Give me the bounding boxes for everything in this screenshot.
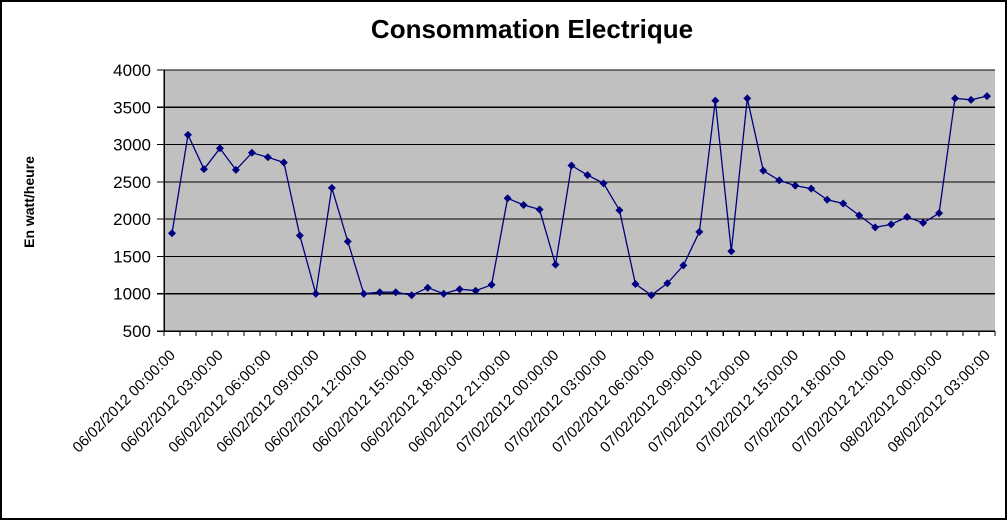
data-point	[503, 194, 512, 203]
data-point	[535, 205, 544, 214]
data-point	[631, 280, 640, 289]
y-axis-tick-label: 500	[123, 322, 151, 341]
chart-title: Consommation Electrique	[370, 14, 694, 44]
data-point	[343, 237, 352, 246]
data-point	[823, 195, 832, 204]
data-point	[695, 227, 704, 236]
data-point	[407, 291, 416, 300]
y-axis-tick-label: 3000	[113, 136, 151, 155]
data-point	[519, 200, 528, 209]
data-point	[775, 176, 784, 185]
data-point	[871, 223, 880, 232]
data-point	[935, 209, 944, 218]
data-point	[295, 231, 304, 240]
data-point	[711, 96, 720, 105]
data-point	[679, 261, 688, 270]
data-point	[967, 95, 976, 104]
plot-background	[164, 70, 995, 331]
data-point	[375, 288, 384, 297]
data-point	[583, 171, 592, 180]
data-point	[471, 286, 480, 295]
data-point	[391, 288, 400, 297]
data-point	[279, 158, 288, 167]
data-point	[855, 211, 864, 220]
data-point	[599, 179, 608, 188]
data-point	[487, 280, 496, 289]
y-axis-tick-label: 4000	[113, 61, 151, 80]
data-point	[647, 291, 656, 300]
y-axis-tick-label: 1500	[113, 247, 151, 266]
data-point	[791, 181, 800, 190]
data-point	[423, 283, 432, 292]
data-point	[439, 289, 448, 298]
data-point	[327, 183, 336, 192]
data-point	[615, 206, 624, 215]
data-point	[167, 229, 176, 238]
data-point	[903, 212, 912, 221]
data-point	[231, 165, 240, 174]
data-point	[247, 148, 256, 157]
data-point	[919, 218, 928, 227]
data-point	[567, 161, 576, 170]
data-point	[455, 285, 464, 294]
data-point	[743, 94, 752, 103]
y-axis-title: En watt/heure	[21, 156, 37, 248]
data-point	[359, 289, 368, 298]
data-point	[951, 94, 960, 103]
data-point	[839, 199, 848, 208]
data-point	[311, 289, 320, 298]
data-point	[727, 247, 736, 256]
data-point	[551, 260, 560, 269]
data-point	[807, 184, 816, 193]
y-axis-tick-label: 3500	[113, 98, 151, 117]
y-axis-tick-label: 2000	[113, 210, 151, 229]
data-point	[199, 165, 208, 174]
y-axis-tick-label: 1000	[113, 285, 151, 304]
y-axis-tick-label: 2500	[113, 173, 151, 192]
data-point	[215, 144, 224, 153]
data-line	[171, 95, 988, 297]
data-point	[663, 279, 672, 288]
data-point	[759, 166, 768, 175]
data-point	[183, 130, 192, 139]
data-point	[263, 153, 272, 162]
data-point	[887, 220, 896, 229]
data-point	[983, 92, 992, 101]
